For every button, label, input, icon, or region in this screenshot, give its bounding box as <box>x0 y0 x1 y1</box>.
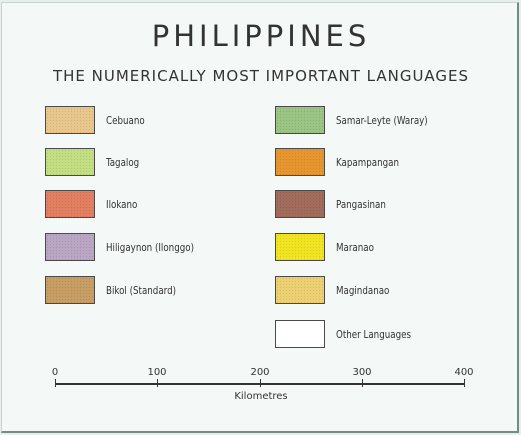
legend-item-bikol: Bikol (Standard) <box>45 275 186 305</box>
legend-swatch <box>275 106 325 134</box>
legend-label: Pangasinan <box>336 197 386 211</box>
legend-item-maranao: Maranao <box>275 232 379 262</box>
legend-item-samar-leyte: Samar-Leyte (Waray) <box>275 105 440 135</box>
scale-tick <box>260 379 261 387</box>
legend-item-other-languages: Other Languages <box>275 319 421 349</box>
legend-swatch <box>275 148 325 176</box>
legend-label: Tagalog <box>106 155 140 169</box>
legend-item-pangasinan: Pangasinan <box>275 189 393 219</box>
legend-label: Cebuano <box>106 113 145 127</box>
map-title: PHILIPPINES <box>151 19 371 53</box>
scale-tick-label: 200 <box>250 367 270 378</box>
map-subtitle: THE NUMERICALLY MOST IMPORTANT LANGUAGES <box>52 67 470 85</box>
scale-tick-label: 100 <box>147 367 167 378</box>
scale-tick <box>464 379 465 387</box>
legend-swatch <box>45 106 95 134</box>
scale-tick-label: 300 <box>352 367 372 378</box>
legend-label: Kapampangan <box>336 155 400 169</box>
legend-item-magindanao: Magindanao <box>275 275 397 305</box>
legend-item-kapampangan: Kapampangan <box>275 147 408 177</box>
legend-swatch <box>275 276 325 304</box>
scale-bar: 0 100 200 300 400 Kilometres <box>2 363 520 413</box>
legend-swatch <box>45 190 95 218</box>
legend-swatch <box>45 276 95 304</box>
legend-swatch <box>45 233 95 261</box>
legend-label: Maranao <box>336 240 374 254</box>
scale-tick <box>55 379 56 387</box>
legend-label: Magindanao <box>336 283 390 297</box>
legend-item-ilokano: Ilokano <box>45 189 142 219</box>
legend-item-hiligaynon: Hiligaynon (Ilonggo) <box>45 232 206 262</box>
scale-tick <box>157 379 158 387</box>
scale-unit-label: Kilometres <box>234 391 288 402</box>
legend-label: Bikol (Standard) <box>106 283 177 297</box>
legend-label: Samar-Leyte (Waray) <box>336 113 428 127</box>
legend-swatch <box>275 233 325 261</box>
legend-swatch <box>275 190 325 218</box>
legend-label: Hiligaynon (Ilonggo) <box>106 240 194 254</box>
legend-swatch <box>275 320 325 348</box>
scale-tick <box>362 379 363 387</box>
scale-tick-label: 400 <box>454 367 474 378</box>
legend-label: Other Languages <box>336 327 412 341</box>
scale-tick-label: 0 <box>51 367 59 378</box>
legend-item-tagalog: Tagalog <box>45 147 144 177</box>
legend-label: Ilokano <box>106 197 138 211</box>
legend-item-cebuano: Cebuano <box>45 105 150 135</box>
legend-swatch <box>45 148 95 176</box>
